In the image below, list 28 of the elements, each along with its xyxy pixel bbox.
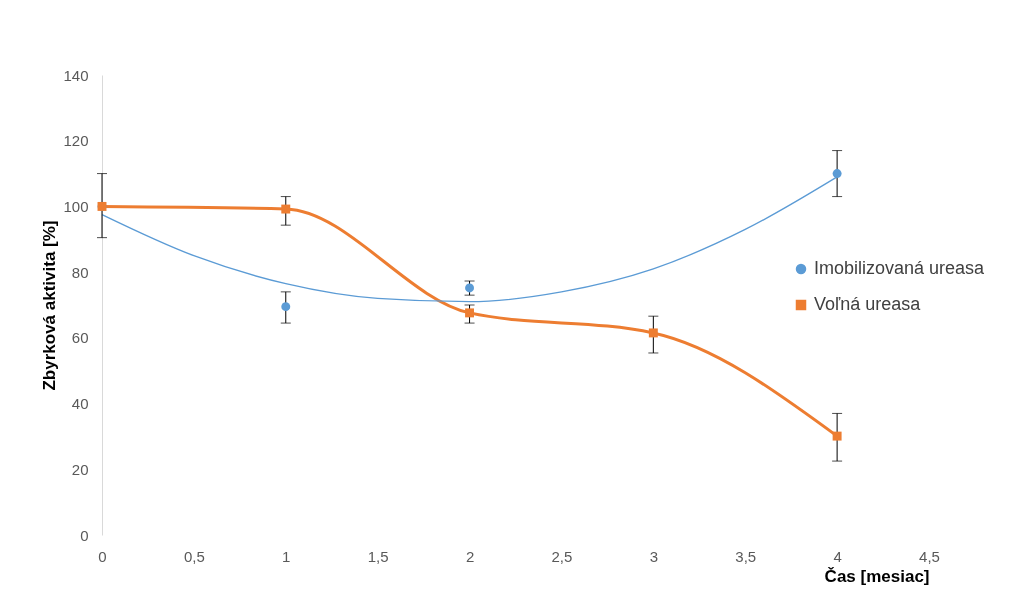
y-tick-label: 60 [71, 329, 89, 347]
x-tick-label: 0 [98, 547, 107, 565]
x-tick-label: 1,5 [367, 547, 389, 565]
legend-label: Imobilizovaná ureasa [814, 258, 986, 278]
x-tick-label: 3 [649, 547, 659, 565]
y-tick-label: 40 [71, 395, 89, 413]
x-tick-label: 4,5 [919, 547, 940, 565]
point [465, 308, 475, 318]
x-tick-label: 2,5 [551, 547, 573, 565]
y-tick-label: 80 [71, 263, 89, 281]
x-tick-label: 0,5 [183, 547, 205, 565]
point [648, 328, 658, 338]
point [281, 302, 291, 312]
y-axis-title: Zbyrková aktivita [%] [40, 220, 60, 391]
y-tick-label: 100 [63, 197, 89, 215]
x-axis-title: Čas [mesiac] [824, 566, 930, 586]
x-tick-label: 1 [282, 547, 291, 565]
x-tick-label: 3,5 [735, 547, 757, 565]
point [832, 431, 842, 441]
point [832, 169, 842, 179]
y-tick-label: 140 [63, 66, 89, 84]
point [281, 204, 291, 214]
y-tick-label: 20 [71, 460, 89, 478]
x-tick-label: 2 [465, 547, 475, 565]
x-tick-label: 4 [833, 547, 842, 565]
y-tick-label: 120 [63, 132, 89, 150]
legend-label: Voľná ureasa [814, 294, 922, 314]
y-tick-label: 0 [80, 526, 89, 544]
